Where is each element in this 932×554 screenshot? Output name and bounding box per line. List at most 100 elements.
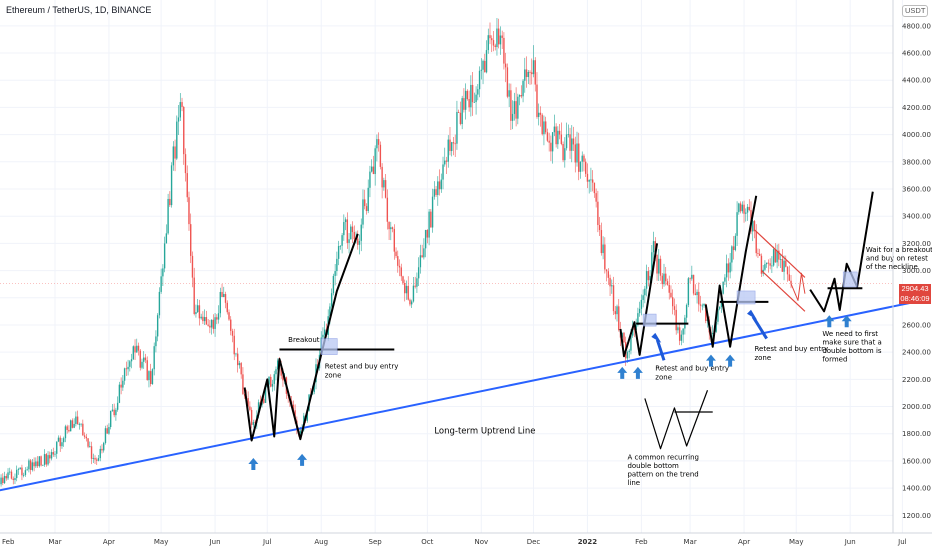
candle-body [679,327,680,340]
candle-body [461,98,462,124]
candle-body [61,442,62,446]
candle-body [615,311,616,314]
candle-body [519,95,520,97]
candle-body [531,72,532,74]
candle-body [369,172,370,188]
candle-body [234,336,235,355]
candle-body [728,263,729,272]
candle-body [373,167,374,174]
candle-body [399,266,400,268]
candle-body [491,38,492,40]
candle-body [658,259,659,274]
candle-body [597,202,598,225]
candle-body [783,261,784,272]
candle-body [604,244,605,269]
candle-body [662,276,663,284]
wedge-projection [791,273,805,300]
candle-body [364,199,365,206]
candle-body [376,139,377,148]
candle-body [669,285,670,293]
candle-body [187,173,188,197]
candle-body [13,479,14,480]
candle-body [557,131,558,144]
candle-body [100,449,101,458]
candle-body [757,253,758,254]
candle-body [140,351,141,368]
candle-body [735,236,736,250]
candle-body [164,243,165,268]
candle-body [338,246,339,259]
candle-body [42,465,43,466]
candle-body [503,38,504,64]
x-tick-label: Jul [262,538,272,546]
candle-body [206,317,207,325]
candle-body [644,289,645,296]
candle-body [93,458,94,459]
candle-body [223,294,224,297]
candle-body [21,468,22,476]
candle-body [117,403,118,410]
y-tick-label: 4800.00 [902,22,931,30]
candle-body [127,367,128,369]
candle-body [371,167,372,172]
x-tick-label: Feb [635,538,648,546]
candle-body [489,35,490,38]
candle-body [782,259,783,272]
candle-body [366,206,367,211]
candle-body [251,410,252,425]
candle-body [663,274,664,284]
trendline-label: Long-term Uptrend Line [434,427,535,437]
candle-body [768,263,769,264]
candle-body [30,460,31,470]
candle-body [131,359,132,361]
candle-body [702,306,703,307]
pointer-arrowhead-icon [747,310,757,320]
candle-body [89,446,90,447]
candle-body [470,85,471,107]
candle-body [500,36,501,45]
candle-body [200,317,201,319]
candle-body [112,410,113,411]
y-tick-label: 4200.00 [902,104,931,112]
double-bottom-note-line: formed [822,355,847,363]
candle-body [80,424,81,425]
candle-body [68,430,69,431]
candle-body [58,438,59,442]
candle-body [110,411,111,427]
candle-body [677,327,678,330]
retest-label-2022: zone [655,374,672,382]
candle-body [752,221,753,231]
double-bottom-note-line: make sure that a [822,338,882,346]
candle-body [105,428,106,443]
candle-body [374,148,375,174]
y-tick-label: 1400.00 [902,485,931,493]
candle-body [667,281,668,285]
candle-body [439,181,440,189]
candle-body [60,438,61,446]
retest-label-mar: zone [754,354,771,362]
candle-body [766,263,767,265]
candle-body [40,456,41,465]
retest-zone-2022 [643,314,656,326]
candle-body [780,259,781,260]
candle-body [270,377,271,387]
candle-body [174,146,175,158]
candle-body [180,102,181,117]
candle-body [693,275,694,294]
candle-body [54,454,55,455]
candle-body [380,145,381,167]
y-tick-label: 2000.00 [902,403,931,411]
candle-body [147,360,148,380]
candle-body [432,197,433,228]
candle-body [675,310,676,330]
candle-body [764,264,765,270]
candle-body [420,255,421,267]
candle-body [20,468,21,470]
x-tick-label: Jun [844,538,856,546]
currency-badge[interactable]: USDT [902,5,928,17]
candle-body [136,346,137,353]
candle-body [49,455,50,458]
